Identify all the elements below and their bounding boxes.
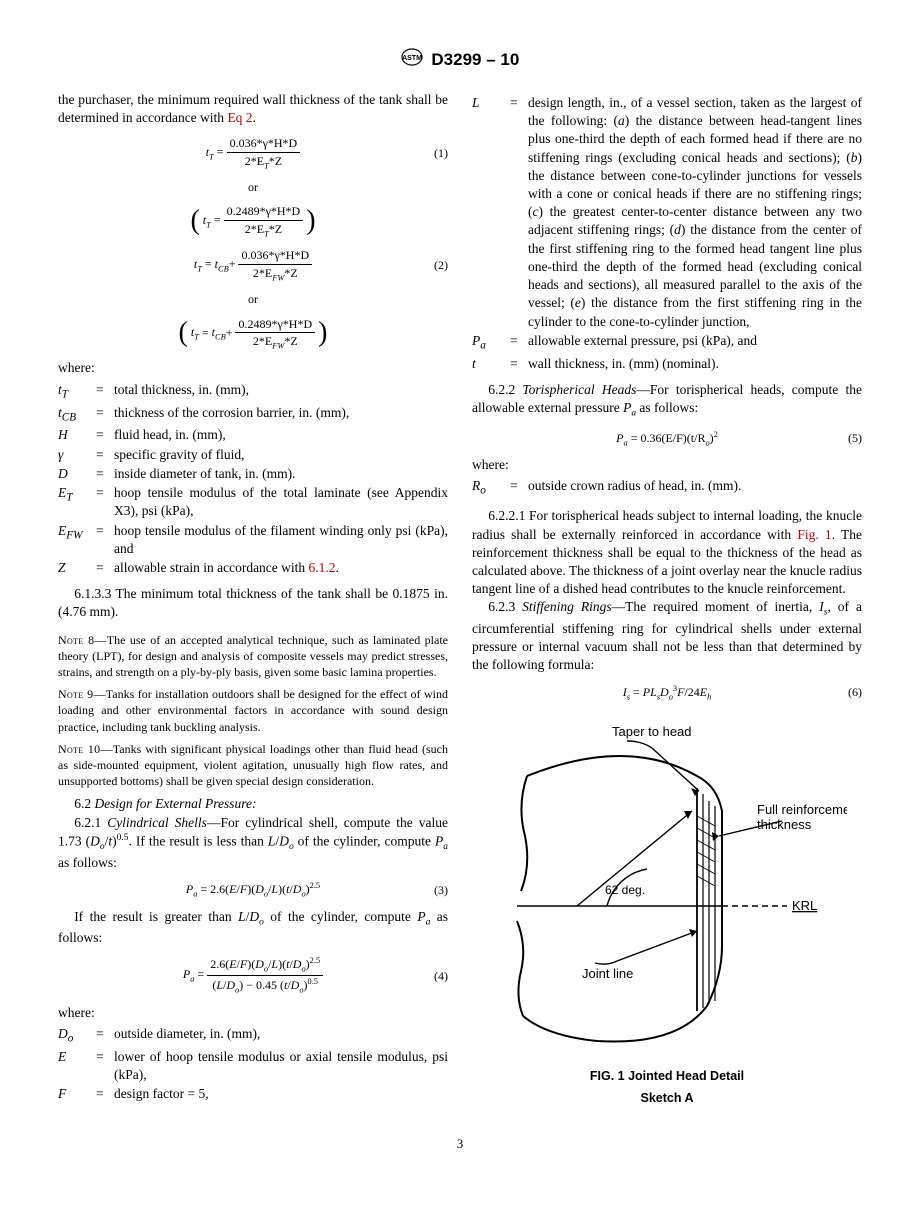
def-text: specific gravity of fluid, [114, 446, 448, 464]
def-symbol: Do [58, 1025, 96, 1047]
where-2: where: [58, 1004, 448, 1022]
figure-1: 62 deg. Taper to head Full reinforcement… [472, 716, 862, 1107]
def-symbol: D [58, 465, 96, 483]
def-symbol: tCB [58, 404, 96, 426]
fig-label-angle: 62 deg. [605, 883, 645, 897]
def-row: tCB=thickness of the corrosion barrier, … [58, 404, 448, 426]
eq-number-1: (1) [434, 145, 448, 161]
page-number: 3 [58, 1135, 862, 1153]
def-text: outside diameter, in. (mm), [114, 1025, 448, 1043]
eq-1b: ( tT = 0.2489*γ*H*D 2*ET*Z ) [58, 203, 448, 239]
eq-3: Pa = 2.6(E/F)(Do/L)(t/Do)2.5 (3) [58, 880, 448, 900]
eq-number-2: (2) [434, 257, 448, 273]
def-symbol: Z [58, 559, 96, 577]
def-text: design factor = 5, [114, 1085, 448, 1103]
def-row: Pa=allowable external pressure, psi (kPa… [472, 332, 862, 354]
def-text: thickness of the corrosion barrier, in. … [114, 404, 448, 422]
def-symbol: γ [58, 446, 96, 464]
section-6-2: 6.2 Design for External Pressure: [58, 795, 448, 813]
or-1: or [58, 179, 448, 195]
fig-label-taper: Taper to head [612, 724, 692, 739]
def-row: Do=outside diameter, in. (mm), [58, 1025, 448, 1047]
figure-1-svg: 62 deg. Taper to head Full reinforcement… [487, 716, 847, 1056]
def-row: Z=allowable strain in accordance with 6.… [58, 559, 448, 577]
two-column-layout: the purchaser, the minimum required wall… [58, 91, 862, 1112]
def-row: γ=specific gravity of fluid, [58, 446, 448, 464]
fig-label-full-2: thickness [757, 817, 812, 832]
def-text: total thickness, in. (mm), [114, 381, 448, 399]
fig-caption-2: Sketch A [472, 1090, 862, 1107]
where-3: where: [472, 456, 862, 474]
eq-number-5: (5) [848, 430, 862, 446]
eq-1: tT = 0.036*γ*H*D 2*ET*Z (1) [58, 135, 448, 171]
def-text: inside diameter of tank, in. (mm). [114, 465, 448, 483]
def-text: wall thickness, in. (mm) (nominal). [528, 355, 862, 373]
deflist-3: L=design length, in., of a vessel sectio… [472, 94, 862, 373]
def-symbol: t [472, 355, 510, 373]
def-row: F=design factor = 5, [58, 1085, 448, 1103]
svg-text:ASTM: ASTM [402, 55, 422, 62]
def-symbol: E [58, 1048, 96, 1066]
def-row: H=fluid head, in. (mm), [58, 426, 448, 444]
para-6133: 6.1.3.3 The minimum total thickness of t… [58, 585, 448, 621]
def-row: tT=total thickness, in. (mm), [58, 381, 448, 403]
def-row: E=lower of hoop tensile modulus or axial… [58, 1048, 448, 1084]
def-symbol: EFW [58, 522, 96, 544]
def-text: design length, in., of a vessel section,… [528, 94, 862, 331]
eq-2b: ( tT = tCB+ 0.2489*γ*H*D 2*EFW*Z ) [58, 316, 448, 352]
deflist-4: Ro=outside crown radius of head, in. (mm… [472, 477, 862, 499]
def-symbol: H [58, 426, 96, 444]
page-header: ASTM D3299 – 10 [58, 48, 862, 73]
def-symbol: F [58, 1085, 96, 1103]
eq-2: tT = tCB+ 0.036*γ*H*D 2*EFW*Z (2) [58, 247, 448, 283]
fig-label-krl: KRL [792, 898, 817, 913]
section-6-2-2: 6.2.2 Torispherical Heads—For torispheri… [472, 381, 862, 421]
def-row: ET=hoop tensile modulus of the total lam… [58, 484, 448, 520]
note-10: Note 10—Tanks with significant physical … [58, 741, 448, 790]
def-text: hoop tensile modulus of the total lamina… [114, 484, 448, 520]
eq2-link: Eq 2 [227, 110, 252, 125]
def-text: hoop tensile modulus of the filament win… [114, 522, 448, 558]
doc-id: D3299 – 10 [431, 50, 519, 69]
eq-4: Pa = 2.6(E/F)(Do/L)(t/Do)2.5 (L/Do) − 0.… [58, 955, 448, 995]
fig-caption-1: FIG. 1 Jointed Head Detail [472, 1068, 862, 1085]
eq-number-3: (3) [434, 882, 448, 898]
def-symbol: tT [58, 381, 96, 403]
or-2: or [58, 291, 448, 307]
def-row: t=wall thickness, in. (mm) (nominal). [472, 355, 862, 373]
fig-label-joint: Joint line [582, 966, 633, 981]
def-text: outside crown radius of head, in. (mm). [528, 477, 862, 495]
eq-number-4: (4) [434, 967, 448, 983]
left-column: the purchaser, the minimum required wall… [58, 91, 448, 1112]
right-column: L=design length, in., of a vessel sectio… [472, 91, 862, 1112]
deflist-2: Do=outside diameter, in. (mm),E=lower of… [58, 1025, 448, 1104]
def-text: lower of hoop tensile modulus or axial t… [114, 1048, 448, 1084]
def-row: L=design length, in., of a vessel sectio… [472, 94, 862, 331]
def-text: allowable strain in accordance with 6.1.… [114, 559, 448, 577]
para-6221: 6.2.2.1 For torispherical heads subject … [472, 507, 862, 598]
where-1: where: [58, 359, 448, 377]
def-row: EFW=hoop tensile modulus of the filament… [58, 522, 448, 558]
def-symbol: Pa [472, 332, 510, 354]
section-6-2-3: 6.2.3 Stiffening Rings—The required mome… [472, 598, 862, 674]
def-symbol: ET [58, 484, 96, 506]
def-row: Ro=outside crown radius of head, in. (mm… [472, 477, 862, 499]
section-6-2-1: 6.2.1 Cylindrical Shells—For cylindrical… [58, 814, 448, 872]
def-text: fluid head, in. (mm), [114, 426, 448, 444]
fig1-link: Fig. 1 [797, 527, 831, 542]
intro-para: the purchaser, the minimum required wall… [58, 91, 448, 127]
def-text: allowable external pressure, psi (kPa), … [528, 332, 862, 350]
eq-5: Pa = 0.36(E/F)(t/Ro)2 (5) [472, 429, 862, 449]
astm-logo: ASTM [401, 48, 423, 73]
def-symbol: Ro [472, 477, 510, 499]
para-after-eq3: If the result is greater than L/Do of th… [58, 908, 448, 948]
note-9: Note 9—Tanks for installation outdoors s… [58, 686, 448, 735]
def-symbol: L [472, 94, 510, 112]
eq-6: Is = PLsDo3F/24Eh (6) [472, 683, 862, 703]
note-8: Note 8—The use of an accepted analytical… [58, 632, 448, 681]
deflist-1: tT=total thickness, in. (mm),tCB=thickne… [58, 381, 448, 578]
def-row: D=inside diameter of tank, in. (mm). [58, 465, 448, 483]
fig-label-full-1: Full reinforcement [757, 802, 847, 817]
eq-number-6: (6) [848, 684, 862, 700]
